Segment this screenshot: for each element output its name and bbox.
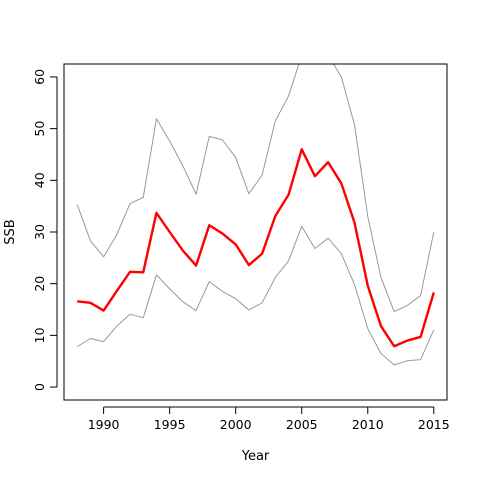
ssb-estimate-line bbox=[77, 148, 435, 348]
x-tick-label: 2015 bbox=[418, 417, 450, 432]
y-tick-label: 10 bbox=[32, 327, 47, 343]
y-tick-label: 40 bbox=[32, 172, 47, 188]
y-axis-title: SSB bbox=[3, 219, 18, 244]
x-tick-label: 2005 bbox=[286, 417, 318, 432]
y-tick-label: 50 bbox=[32, 121, 47, 137]
x-tick-label: 2000 bbox=[220, 417, 252, 432]
y-axis: 0 10 20 30 40 50 60 bbox=[32, 69, 58, 391]
plot-frame bbox=[63, 63, 448, 401]
x-tick-label: 1995 bbox=[154, 417, 186, 432]
x-tick-label: 1990 bbox=[88, 417, 120, 432]
x-axis-title: Year bbox=[241, 449, 270, 464]
x-tick-label: 2010 bbox=[352, 417, 384, 432]
y-tick-label: 30 bbox=[32, 224, 47, 240]
y-tick-label: 0 bbox=[32, 383, 47, 391]
upper-bound-line bbox=[76, 64, 435, 313]
y-tick-label: 60 bbox=[32, 69, 47, 85]
lower-bound-line bbox=[76, 225, 435, 366]
series-layer bbox=[76, 64, 435, 366]
x-axis: 1990 1995 2000 2005 2010 2015 bbox=[88, 406, 450, 432]
y-tick-label: 20 bbox=[32, 276, 47, 292]
